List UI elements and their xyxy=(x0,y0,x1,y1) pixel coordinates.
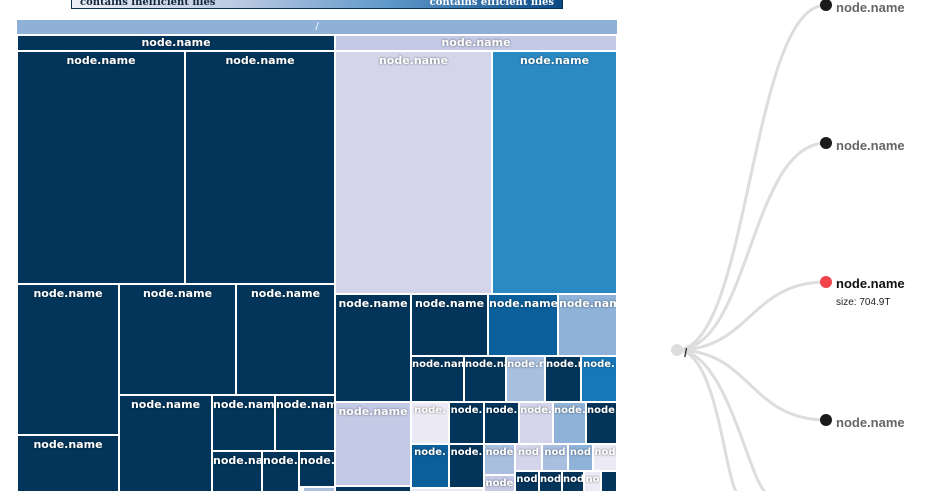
treemap-cell[interactable]: node.name xyxy=(488,294,558,356)
legend-inefficient-label: contains inefficient files xyxy=(80,0,216,8)
treemap-cell[interactable] xyxy=(601,471,617,491)
treemap-cell[interactable]: node.r xyxy=(545,356,581,402)
treemap-cell[interactable]: node. xyxy=(519,402,553,444)
treemap-cell[interactable]: node. xyxy=(484,402,519,444)
tree-link xyxy=(676,348,738,491)
treemap-cell[interactable]: nod xyxy=(568,444,593,471)
treemap-cell[interactable]: node.name xyxy=(335,402,411,486)
treemap-cell[interactable]: node.name xyxy=(185,51,335,284)
treemap-cell[interactable] xyxy=(411,488,484,491)
treemap-cell[interactable]: node.name xyxy=(119,395,212,491)
treemap-cell[interactable]: node.name xyxy=(17,284,119,435)
treemap-cell[interactable]: nod xyxy=(539,471,562,491)
tree-node-size: size: 704.9T xyxy=(836,297,891,308)
treemap-cell[interactable]: node.name xyxy=(17,51,185,284)
treemap-cell[interactable]: node. xyxy=(553,402,586,444)
treemap: / node.name node.name node.name node.nam… xyxy=(17,20,617,491)
treemap-cell[interactable]: node.nam xyxy=(411,356,464,402)
treemap-group-header-right[interactable]: node.name xyxy=(335,35,617,51)
treemap-cell[interactable]: no xyxy=(584,471,601,491)
treemap-cell[interactable]: node.nam xyxy=(212,451,262,491)
tree-node-label[interactable]: node.name xyxy=(836,415,905,430)
treemap-cell[interactable]: node.name xyxy=(335,294,411,402)
tree-view: / node.name node.name node.name size: 70… xyxy=(620,0,934,491)
tree-node-label-active[interactable]: node.name xyxy=(836,276,905,291)
tree-link xyxy=(676,3,827,352)
treemap-cell[interactable]: node xyxy=(484,475,515,491)
tree-node-active[interactable] xyxy=(820,276,832,288)
tree-root-node[interactable] xyxy=(671,344,683,356)
tree-node[interactable] xyxy=(820,137,832,149)
tree-node[interactable] xyxy=(820,414,832,426)
treemap-cell[interactable]: nod xyxy=(593,444,617,471)
treemap-cell[interactable]: nod xyxy=(542,444,568,471)
tree-node-label[interactable]: node.name xyxy=(836,138,905,153)
treemap-cell[interactable]: node.name xyxy=(558,294,617,356)
treemap-cell[interactable]: node.r xyxy=(506,356,545,402)
treemap-cell[interactable]: node.name xyxy=(212,395,275,451)
treemap-root-header[interactable]: / xyxy=(17,20,617,34)
treemap-cell[interactable]: node.name xyxy=(492,51,617,294)
treemap-cell[interactable]: node.r xyxy=(262,451,299,491)
treemap-group-header-left[interactable]: node.name xyxy=(17,35,335,51)
tree-link xyxy=(676,280,827,352)
tree-link xyxy=(676,348,827,422)
treemap-cell[interactable] xyxy=(303,487,335,491)
treemap-cell[interactable]: nod xyxy=(562,471,584,491)
efficiency-legend: contains inefficient files contains effi… xyxy=(71,0,563,9)
treemap-cell[interactable] xyxy=(335,486,411,491)
treemap-cell[interactable]: node. xyxy=(449,444,484,488)
treemap-cell[interactable]: node.name xyxy=(411,294,488,356)
treemap-cell[interactable]: node xyxy=(484,444,515,475)
tree-node-label[interactable]: node.name xyxy=(836,0,905,15)
treemap-cell[interactable]: node. xyxy=(449,402,484,444)
treemap-cell[interactable]: nod xyxy=(515,471,539,491)
tree-link xyxy=(676,348,767,491)
legend-efficient-label: contains efficient files xyxy=(429,0,554,8)
treemap-cell[interactable]: node. xyxy=(411,402,449,444)
treemap-cell[interactable]: node.name xyxy=(335,51,492,294)
treemap-cell[interactable]: node.name xyxy=(236,284,335,395)
treemap-cell[interactable]: node. xyxy=(411,444,449,488)
tree-root-label: / xyxy=(684,346,688,360)
tree-links xyxy=(671,0,832,491)
treemap-cell[interactable]: node.name xyxy=(17,435,119,491)
treemap-cell[interactable]: node.name xyxy=(119,284,236,395)
treemap-cell[interactable]: node.name xyxy=(275,395,335,451)
tree-node[interactable] xyxy=(820,0,832,11)
tree-link xyxy=(676,141,827,352)
treemap-cell[interactable]: node.name xyxy=(299,451,335,487)
treemap-cell[interactable]: node. xyxy=(586,402,617,444)
treemap-cell[interactable]: node.nam xyxy=(464,356,506,402)
treemap-cell[interactable]: nod xyxy=(515,444,542,471)
treemap-cell[interactable]: node. xyxy=(581,356,617,402)
